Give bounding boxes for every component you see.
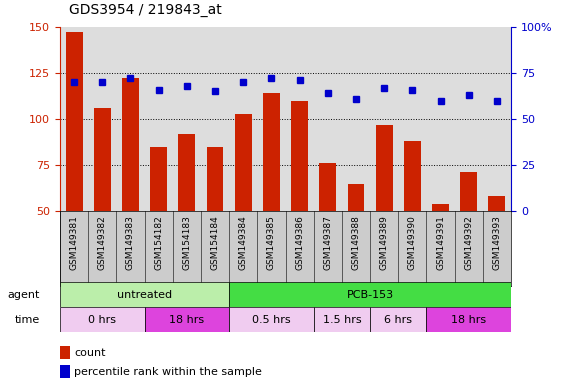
Bar [404, 141, 421, 211]
Text: GSM149389: GSM149389 [380, 215, 389, 270]
Bar [319, 163, 336, 211]
Bar [263, 93, 280, 211]
Text: 0 hrs: 0 hrs [89, 314, 116, 325]
Bar [229, 307, 313, 332]
Bar [348, 184, 364, 211]
Text: count: count [74, 348, 106, 358]
Bar [207, 147, 223, 211]
Text: GSM149392: GSM149392 [464, 215, 473, 270]
Bar [150, 147, 167, 211]
Bar [60, 365, 70, 378]
Text: GSM149388: GSM149388 [352, 215, 360, 270]
Bar [144, 307, 229, 332]
Text: GSM149391: GSM149391 [436, 215, 445, 270]
Bar [432, 204, 449, 211]
Bar [60, 346, 70, 359]
Text: GSM149381: GSM149381 [70, 215, 79, 270]
Text: untreated: untreated [117, 290, 172, 300]
Text: 0.5 hrs: 0.5 hrs [252, 314, 291, 325]
Text: GSM149383: GSM149383 [126, 215, 135, 270]
Text: GSM149382: GSM149382 [98, 215, 107, 270]
Text: GSM149393: GSM149393 [492, 215, 501, 270]
Text: GSM149384: GSM149384 [239, 215, 248, 270]
Text: 6 hrs: 6 hrs [384, 314, 412, 325]
Text: GSM154182: GSM154182 [154, 215, 163, 270]
Bar [291, 101, 308, 211]
Bar [122, 78, 139, 211]
Bar [489, 197, 505, 211]
Bar [229, 282, 511, 307]
Text: GSM149385: GSM149385 [267, 215, 276, 270]
Text: GSM149387: GSM149387 [323, 215, 332, 270]
Bar [60, 307, 144, 332]
Text: percentile rank within the sample: percentile rank within the sample [74, 367, 262, 377]
Text: GDS3954 / 219843_at: GDS3954 / 219843_at [69, 3, 222, 17]
Bar [60, 282, 229, 307]
Text: GSM154183: GSM154183 [182, 215, 191, 270]
Text: PCB-153: PCB-153 [347, 290, 393, 300]
Text: 18 hrs: 18 hrs [169, 314, 204, 325]
Text: GSM149386: GSM149386 [295, 215, 304, 270]
Bar [376, 124, 393, 211]
Bar [427, 307, 511, 332]
Text: agent: agent [8, 290, 40, 300]
Bar [460, 172, 477, 211]
Bar [370, 307, 427, 332]
Bar [94, 108, 111, 211]
Text: 1.5 hrs: 1.5 hrs [323, 314, 361, 325]
Bar [235, 114, 252, 211]
Text: GSM149390: GSM149390 [408, 215, 417, 270]
Text: 18 hrs: 18 hrs [451, 314, 486, 325]
Bar [178, 134, 195, 211]
Text: time: time [15, 314, 40, 325]
Bar [313, 307, 370, 332]
Bar [66, 32, 83, 211]
Text: GSM154184: GSM154184 [211, 215, 219, 270]
